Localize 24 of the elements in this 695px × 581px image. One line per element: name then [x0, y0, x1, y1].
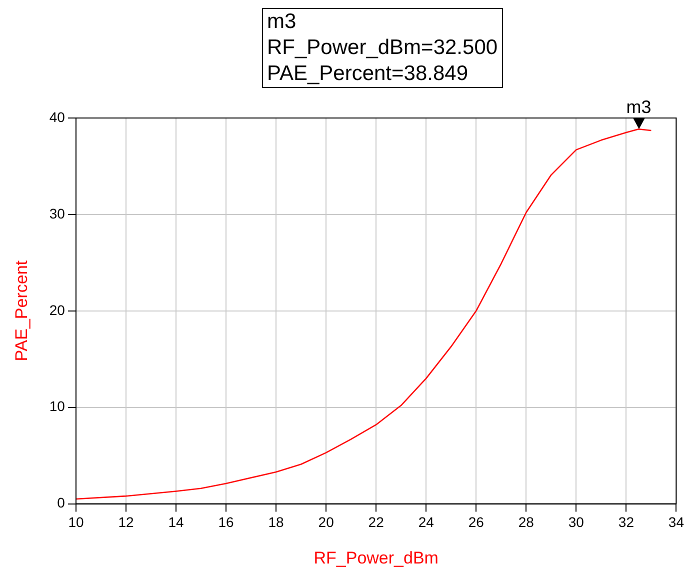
x-tick-label: 24: [418, 514, 434, 530]
y-tick-label: 40: [49, 108, 66, 125]
y-tick-label: 30: [49, 205, 66, 222]
x-axis-title: RF_Power_dBm: [314, 548, 438, 568]
x-tick-label: 28: [518, 514, 534, 530]
x-tick-label: 30: [568, 514, 584, 530]
x-tick-label: 10: [68, 514, 84, 530]
x-tick-label: 34: [668, 514, 684, 530]
text: PAE_Percent=38.849: [267, 61, 470, 87]
text: RF_Power_dBm=32.500: [267, 35, 498, 61]
annotation: m3: [626, 97, 652, 118]
y-tick-label: 20: [49, 302, 66, 318]
x-tick-label: 20: [318, 514, 334, 530]
x-tick-label: 16: [218, 514, 234, 530]
x-tick-label: 18: [268, 514, 284, 530]
x-tick-label: 14: [168, 514, 184, 530]
x-tick-label: 32: [618, 514, 634, 530]
y-axis-title: PAE_Percent: [12, 260, 31, 362]
y-tick-label: 0: [57, 494, 66, 511]
x-tick-label: 12: [118, 514, 134, 530]
x-tick-label: 22: [368, 514, 384, 530]
text: m3: [267, 9, 298, 35]
x-tick-label: 26: [468, 514, 484, 530]
y-tick-label: 10: [49, 398, 66, 414]
